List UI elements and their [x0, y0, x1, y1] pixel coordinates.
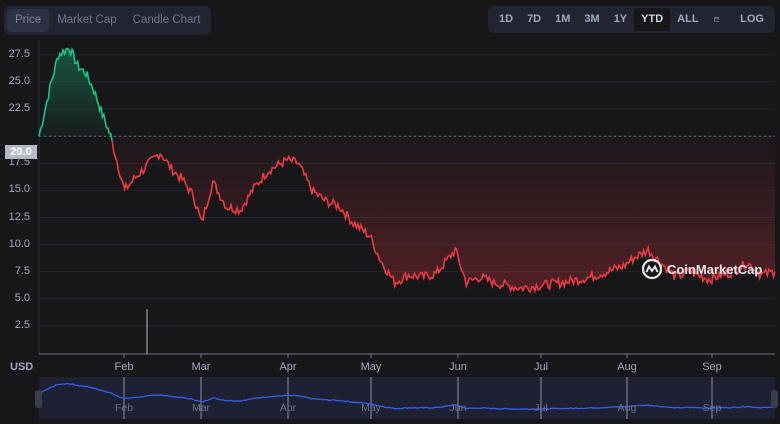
- x-axis-label: Jun: [449, 361, 467, 373]
- current-price-marker: 20.0: [5, 145, 37, 159]
- watermark-text: CoinMarketCap: [667, 261, 763, 277]
- navigator-right-handle[interactable]: [771, 390, 778, 408]
- coinmarketcap-watermark: CoinMarketCap: [641, 258, 762, 280]
- y-axis-label: 5.0: [14, 291, 30, 304]
- navigator-label: Aug: [617, 402, 637, 414]
- navigator-left-handle[interactable]: [35, 390, 42, 408]
- x-axis-label: May: [360, 361, 382, 373]
- x-axis-label: Apr: [279, 361, 297, 373]
- y-axis-label: 15.0: [8, 183, 30, 196]
- y-axis-label: 2.5: [14, 318, 30, 331]
- range-all-button[interactable]: ALL: [677, 13, 699, 25]
- range-7d-button[interactable]: 7D: [527, 13, 542, 25]
- y-axis-label: 17.5: [8, 156, 30, 169]
- x-axis-label: Sep: [702, 361, 722, 373]
- navigator-label: Apr: [279, 402, 297, 414]
- tab-price[interactable]: Price: [7, 9, 50, 32]
- navigator-label: Jun: [449, 402, 467, 414]
- x-axis-label: Jul: [533, 361, 549, 373]
- y-axis-label: 12.5: [8, 210, 30, 223]
- y-axis-label: 22.5: [8, 102, 30, 115]
- range-1m-button[interactable]: 1M: [555, 13, 571, 25]
- navigator-label: May: [361, 402, 381, 414]
- tab-candle-chart[interactable]: Candle Chart: [132, 14, 201, 26]
- y-axis-label: 25.0: [8, 75, 30, 87]
- y-axis-label: 7.5: [14, 264, 30, 277]
- range-navigator[interactable]: [39, 377, 775, 419]
- calendar-icon[interactable]: [713, 13, 720, 26]
- y-axis-label: 10.0: [8, 237, 30, 250]
- range-1y-button[interactable]: 1Y: [613, 13, 628, 25]
- coinmarketcap-logo-icon: [641, 258, 663, 280]
- navigator-label: Sep: [702, 402, 722, 414]
- x-axis-label: Aug: [617, 361, 637, 373]
- chart-type-tabs: Price Market Cap Candle Chart: [4, 6, 212, 35]
- time-range-selector: 1D 7D 1M 3M 1Y YTD ALL LOG: [488, 6, 775, 33]
- y-axis-label: 27.5: [8, 47, 30, 60]
- range-3m-button[interactable]: 3M: [584, 13, 600, 25]
- navigator-label: Mar: [191, 402, 211, 414]
- tab-market-cap[interactable]: Market Cap: [57, 14, 117, 26]
- navigator-label: Jul: [534, 402, 548, 414]
- x-axis-label: Mar: [191, 361, 211, 373]
- range-1d-button[interactable]: 1D: [499, 13, 514, 25]
- x-axis-label: Feb: [114, 361, 134, 373]
- log-scale-button[interactable]: LOG: [740, 13, 764, 25]
- currency-label: USD: [10, 361, 34, 373]
- navigator-label: Feb: [114, 402, 134, 414]
- range-ytd-button[interactable]: YTD: [634, 8, 671, 31]
